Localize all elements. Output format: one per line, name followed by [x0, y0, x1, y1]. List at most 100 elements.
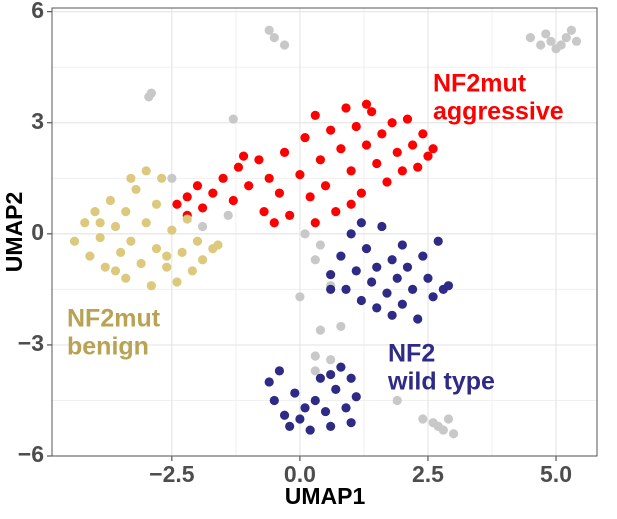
point: [351, 121, 361, 132]
point: [341, 103, 351, 113]
point: [295, 170, 305, 180]
point: [356, 295, 366, 306]
point: [361, 244, 372, 254]
point: [310, 218, 320, 228]
point: [121, 207, 131, 217]
point: [310, 255, 320, 265]
point: [397, 299, 407, 309]
point: [300, 403, 310, 413]
point: [367, 107, 377, 117]
annotation: benign: [67, 333, 149, 361]
point: [182, 214, 192, 224]
point: [387, 118, 397, 128]
point: [274, 366, 285, 376]
point: [346, 418, 356, 428]
point: [331, 207, 341, 217]
point: [315, 240, 326, 250]
point: [90, 207, 100, 217]
point: [397, 240, 407, 250]
point: [110, 266, 121, 276]
point: [279, 147, 290, 157]
point: [213, 240, 223, 250]
point: [172, 277, 182, 287]
point: [382, 177, 392, 187]
point: [566, 25, 576, 35]
point: [208, 188, 218, 198]
x-tick-label: 5.0: [540, 461, 572, 487]
y-tick-label: −3: [18, 330, 44, 356]
y-tick-label: 6: [31, 0, 44, 23]
point: [151, 199, 162, 209]
point: [326, 421, 336, 431]
y-tick-label: 3: [31, 108, 44, 134]
point: [126, 173, 136, 183]
point: [100, 262, 110, 272]
point: [69, 236, 80, 246]
point: [428, 292, 438, 302]
point: [310, 110, 320, 120]
point: [110, 221, 121, 232]
point: [167, 173, 177, 183]
point: [428, 144, 438, 154]
point: [310, 395, 320, 406]
point: [326, 355, 336, 365]
point: [346, 199, 356, 209]
point: [408, 284, 418, 294]
point: [372, 303, 382, 313]
point: [331, 384, 341, 394]
point: [233, 162, 244, 172]
point: [85, 251, 95, 261]
point: [259, 207, 269, 217]
point: [356, 188, 366, 198]
point: [346, 229, 356, 239]
point: [556, 40, 566, 50]
point: [443, 414, 454, 424]
point: [300, 229, 310, 239]
point: [279, 410, 290, 420]
point: [105, 195, 115, 206]
point: [121, 273, 131, 283]
point: [144, 92, 154, 102]
point: [433, 421, 443, 431]
point: [238, 151, 249, 161]
point: [546, 36, 556, 46]
point: [351, 266, 361, 276]
point: [418, 414, 428, 424]
point: [310, 351, 320, 361]
point: [326, 369, 336, 380]
point: [336, 321, 346, 332]
y-tick-label: −6: [18, 441, 44, 467]
point: [95, 218, 105, 228]
annotation: NF2: [388, 340, 435, 368]
point: [172, 199, 182, 209]
point: [315, 373, 326, 383]
point: [136, 258, 146, 269]
y-axis-title: UMAP2: [1, 192, 27, 273]
point: [387, 310, 397, 320]
x-tick-label: 2.5: [412, 461, 444, 487]
point: [413, 162, 423, 172]
point: [146, 281, 156, 291]
point: [295, 292, 305, 302]
point: [192, 181, 203, 191]
point: [315, 325, 326, 335]
point: [244, 181, 254, 191]
point: [285, 421, 295, 431]
point: [346, 373, 356, 383]
point: [377, 221, 387, 232]
point: [80, 218, 90, 228]
point: [423, 151, 433, 161]
x-tick-label: 0.0: [284, 461, 316, 487]
point: [413, 314, 423, 324]
x-tick-label: −2.5: [149, 461, 195, 487]
point: [361, 140, 372, 150]
point: [223, 210, 233, 220]
point: [285, 210, 295, 220]
point: [264, 377, 274, 387]
point: [402, 114, 413, 124]
point: [351, 392, 361, 402]
point: [197, 221, 208, 232]
point: [448, 429, 459, 439]
point: [269, 218, 279, 228]
